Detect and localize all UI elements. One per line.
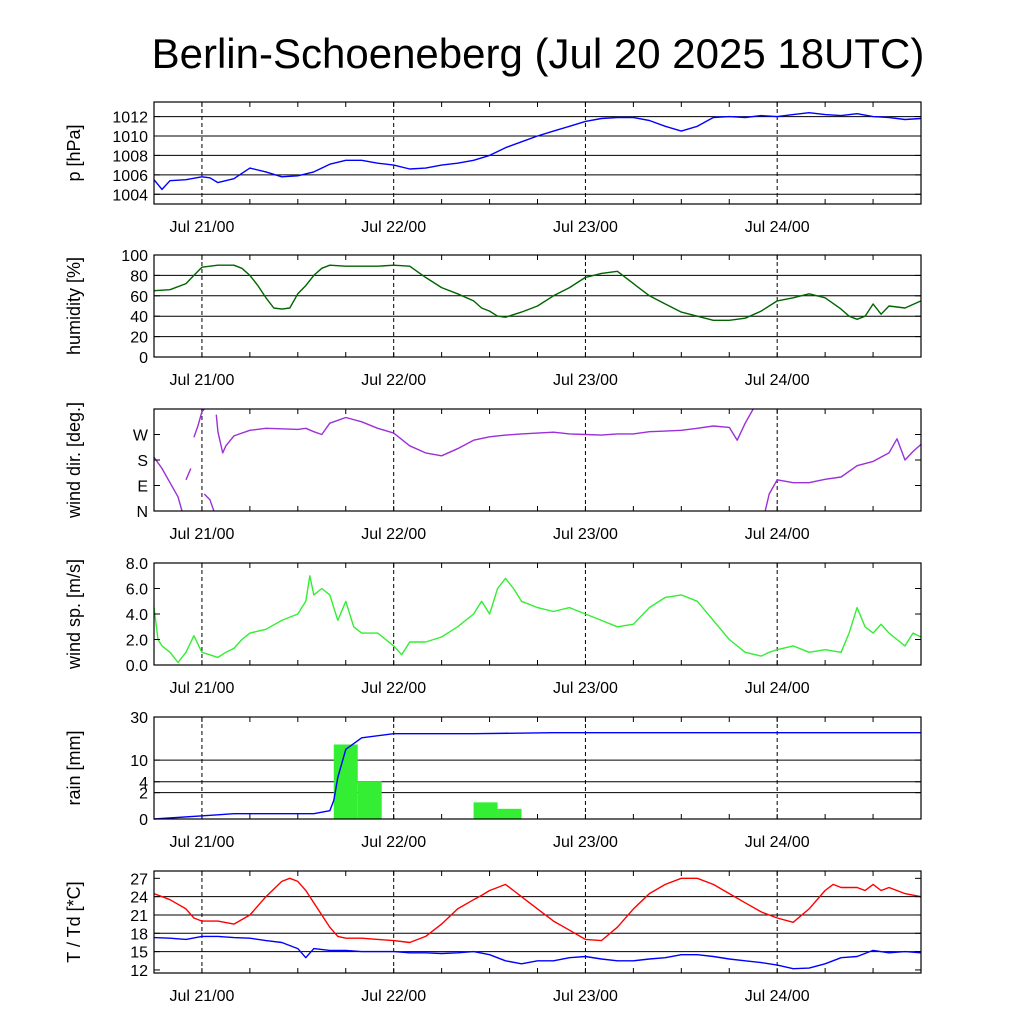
wind_dir-series-0 [153, 456, 183, 512]
y-tick-label: 80 [130, 268, 148, 285]
y-tick-label: 0.0 [126, 658, 148, 675]
wind_dir-series-3 [203, 493, 215, 512]
plot-frame [153, 562, 922, 666]
y-tick-label: 4.0 [126, 607, 148, 624]
rain-bar-3 [497, 808, 522, 819]
y-tick-label: W [133, 428, 149, 445]
rain-bar-0 [333, 744, 358, 819]
x-tick-label: Jul 24/00 [745, 988, 810, 1005]
wind_dir-series-5 [764, 438, 922, 512]
y-tick-label: 2 [139, 786, 148, 803]
plot-frame [153, 408, 922, 512]
panel-humidity: 0 20 40 60 80 100 Jul 21/00 Jul 22/00 Jul 23/00 J… [64, 248, 922, 389]
y-tick-label: 15 [130, 945, 148, 962]
chart-title: Berlin-Schoeneberg (Jul 20 2025 18UTC) [152, 30, 925, 77]
x-tick-label: Jul 21/00 [169, 988, 234, 1005]
x-tick-label: Jul 22/00 [361, 988, 426, 1005]
x-tick-label: Jul 22/00 [361, 372, 426, 389]
x-tick-label: Jul 24/00 [745, 219, 810, 236]
wind_speed-series-0 [153, 575, 922, 664]
rain-series-0 [153, 732, 921, 820]
y-axis-label: T / Td [*C] [64, 881, 84, 962]
panel-wind_speed: 0.0 2.0 4.0 6.0 8.0 Jul 21/00 Jul 22/00 Jul 23/… [64, 556, 922, 697]
x-tick-label: Jul 23/00 [553, 526, 618, 543]
y-axis-label: wind sp. [m/s] [64, 559, 84, 670]
x-tick-label: Jul 24/00 [745, 834, 810, 851]
x-tick-label: Jul 24/00 [745, 372, 810, 389]
y-tick-label: 2.0 [126, 633, 148, 650]
x-tick-label: Jul 24/00 [745, 680, 810, 697]
pressure-series-0 [153, 112, 922, 191]
y-tick-label: 20 [130, 330, 148, 347]
x-tick-label: Jul 23/00 [553, 988, 618, 1005]
x-tick-label: Jul 21/00 [169, 372, 234, 389]
y-tick-label: E [137, 479, 148, 496]
wind_dir-series-4 [215, 408, 754, 457]
x-tick-label: Jul 22/00 [361, 219, 426, 236]
panel-pressure: 1004 1006 1008 1010 1012 Jul 21/00 Jul 22/00 Ju… [64, 101, 922, 236]
y-tick-label: 1010 [112, 129, 148, 146]
x-tick-label: Jul 21/00 [169, 834, 234, 851]
y-tick-label: 100 [121, 248, 148, 265]
temperature-series-0 [153, 877, 922, 944]
y-tick-label: 6.0 [126, 582, 148, 599]
y-tick-label: 0 [139, 350, 148, 367]
plot-frame [153, 101, 922, 205]
humidity-series-0 [153, 264, 922, 321]
plot-frame [153, 716, 922, 820]
wind_dir-series-1 [185, 468, 192, 481]
y-tick-label: 60 [130, 289, 148, 306]
y-axis-label: wind dir. [deg.] [64, 402, 84, 519]
x-tick-label: Jul 21/00 [169, 680, 234, 697]
x-tick-label: Jul 22/00 [361, 680, 426, 697]
x-tick-label: Jul 22/00 [361, 526, 426, 543]
y-tick-label: N [136, 504, 148, 521]
x-tick-label: Jul 21/00 [169, 219, 234, 236]
y-tick-label: 12 [130, 963, 148, 980]
x-tick-label: Jul 23/00 [553, 219, 618, 236]
x-tick-label: Jul 22/00 [361, 834, 426, 851]
y-axis-label: rain [mm] [64, 730, 84, 805]
y-tick-label: 10 [130, 753, 148, 770]
x-tick-label: Jul 23/00 [553, 372, 618, 389]
x-tick-label: Jul 24/00 [745, 526, 810, 543]
y-tick-label: 0 [139, 812, 148, 829]
y-tick-label: 1012 [112, 110, 148, 127]
temperature-series-1 [153, 935, 922, 970]
y-tick-label: 18 [130, 926, 148, 943]
plot-frame [153, 254, 922, 358]
y-axis-label: p [hPa] [64, 124, 84, 181]
y-tick-label: 1008 [112, 148, 148, 165]
rain-bar-2 [473, 802, 498, 819]
wind_dir-series-2 [193, 408, 205, 438]
y-tick-label: 21 [130, 908, 148, 925]
y-tick-label: S [137, 453, 148, 470]
y-tick-label: 27 [130, 871, 148, 888]
x-tick-label: Jul 21/00 [169, 526, 234, 543]
y-tick-label: 40 [130, 309, 148, 326]
y-tick-label: 30 [130, 710, 148, 727]
y-tick-label: 1004 [112, 187, 148, 204]
x-tick-label: Jul 23/00 [553, 680, 618, 697]
rain-bar-1 [357, 781, 382, 819]
plot-frame [153, 870, 922, 974]
x-tick-label: Jul 23/00 [553, 834, 618, 851]
y-tick-label: 24 [130, 890, 148, 907]
y-axis-label: humidity [%] [64, 257, 84, 355]
y-tick-label: 8.0 [126, 556, 148, 573]
panel-rain: 0 24 10 30 Jul 21/00 Jul 22/00 Jul 23/00 Jul 24… [64, 710, 922, 851]
y-tick-label: 4 [139, 775, 148, 792]
y-tick-label: 1006 [112, 168, 148, 185]
